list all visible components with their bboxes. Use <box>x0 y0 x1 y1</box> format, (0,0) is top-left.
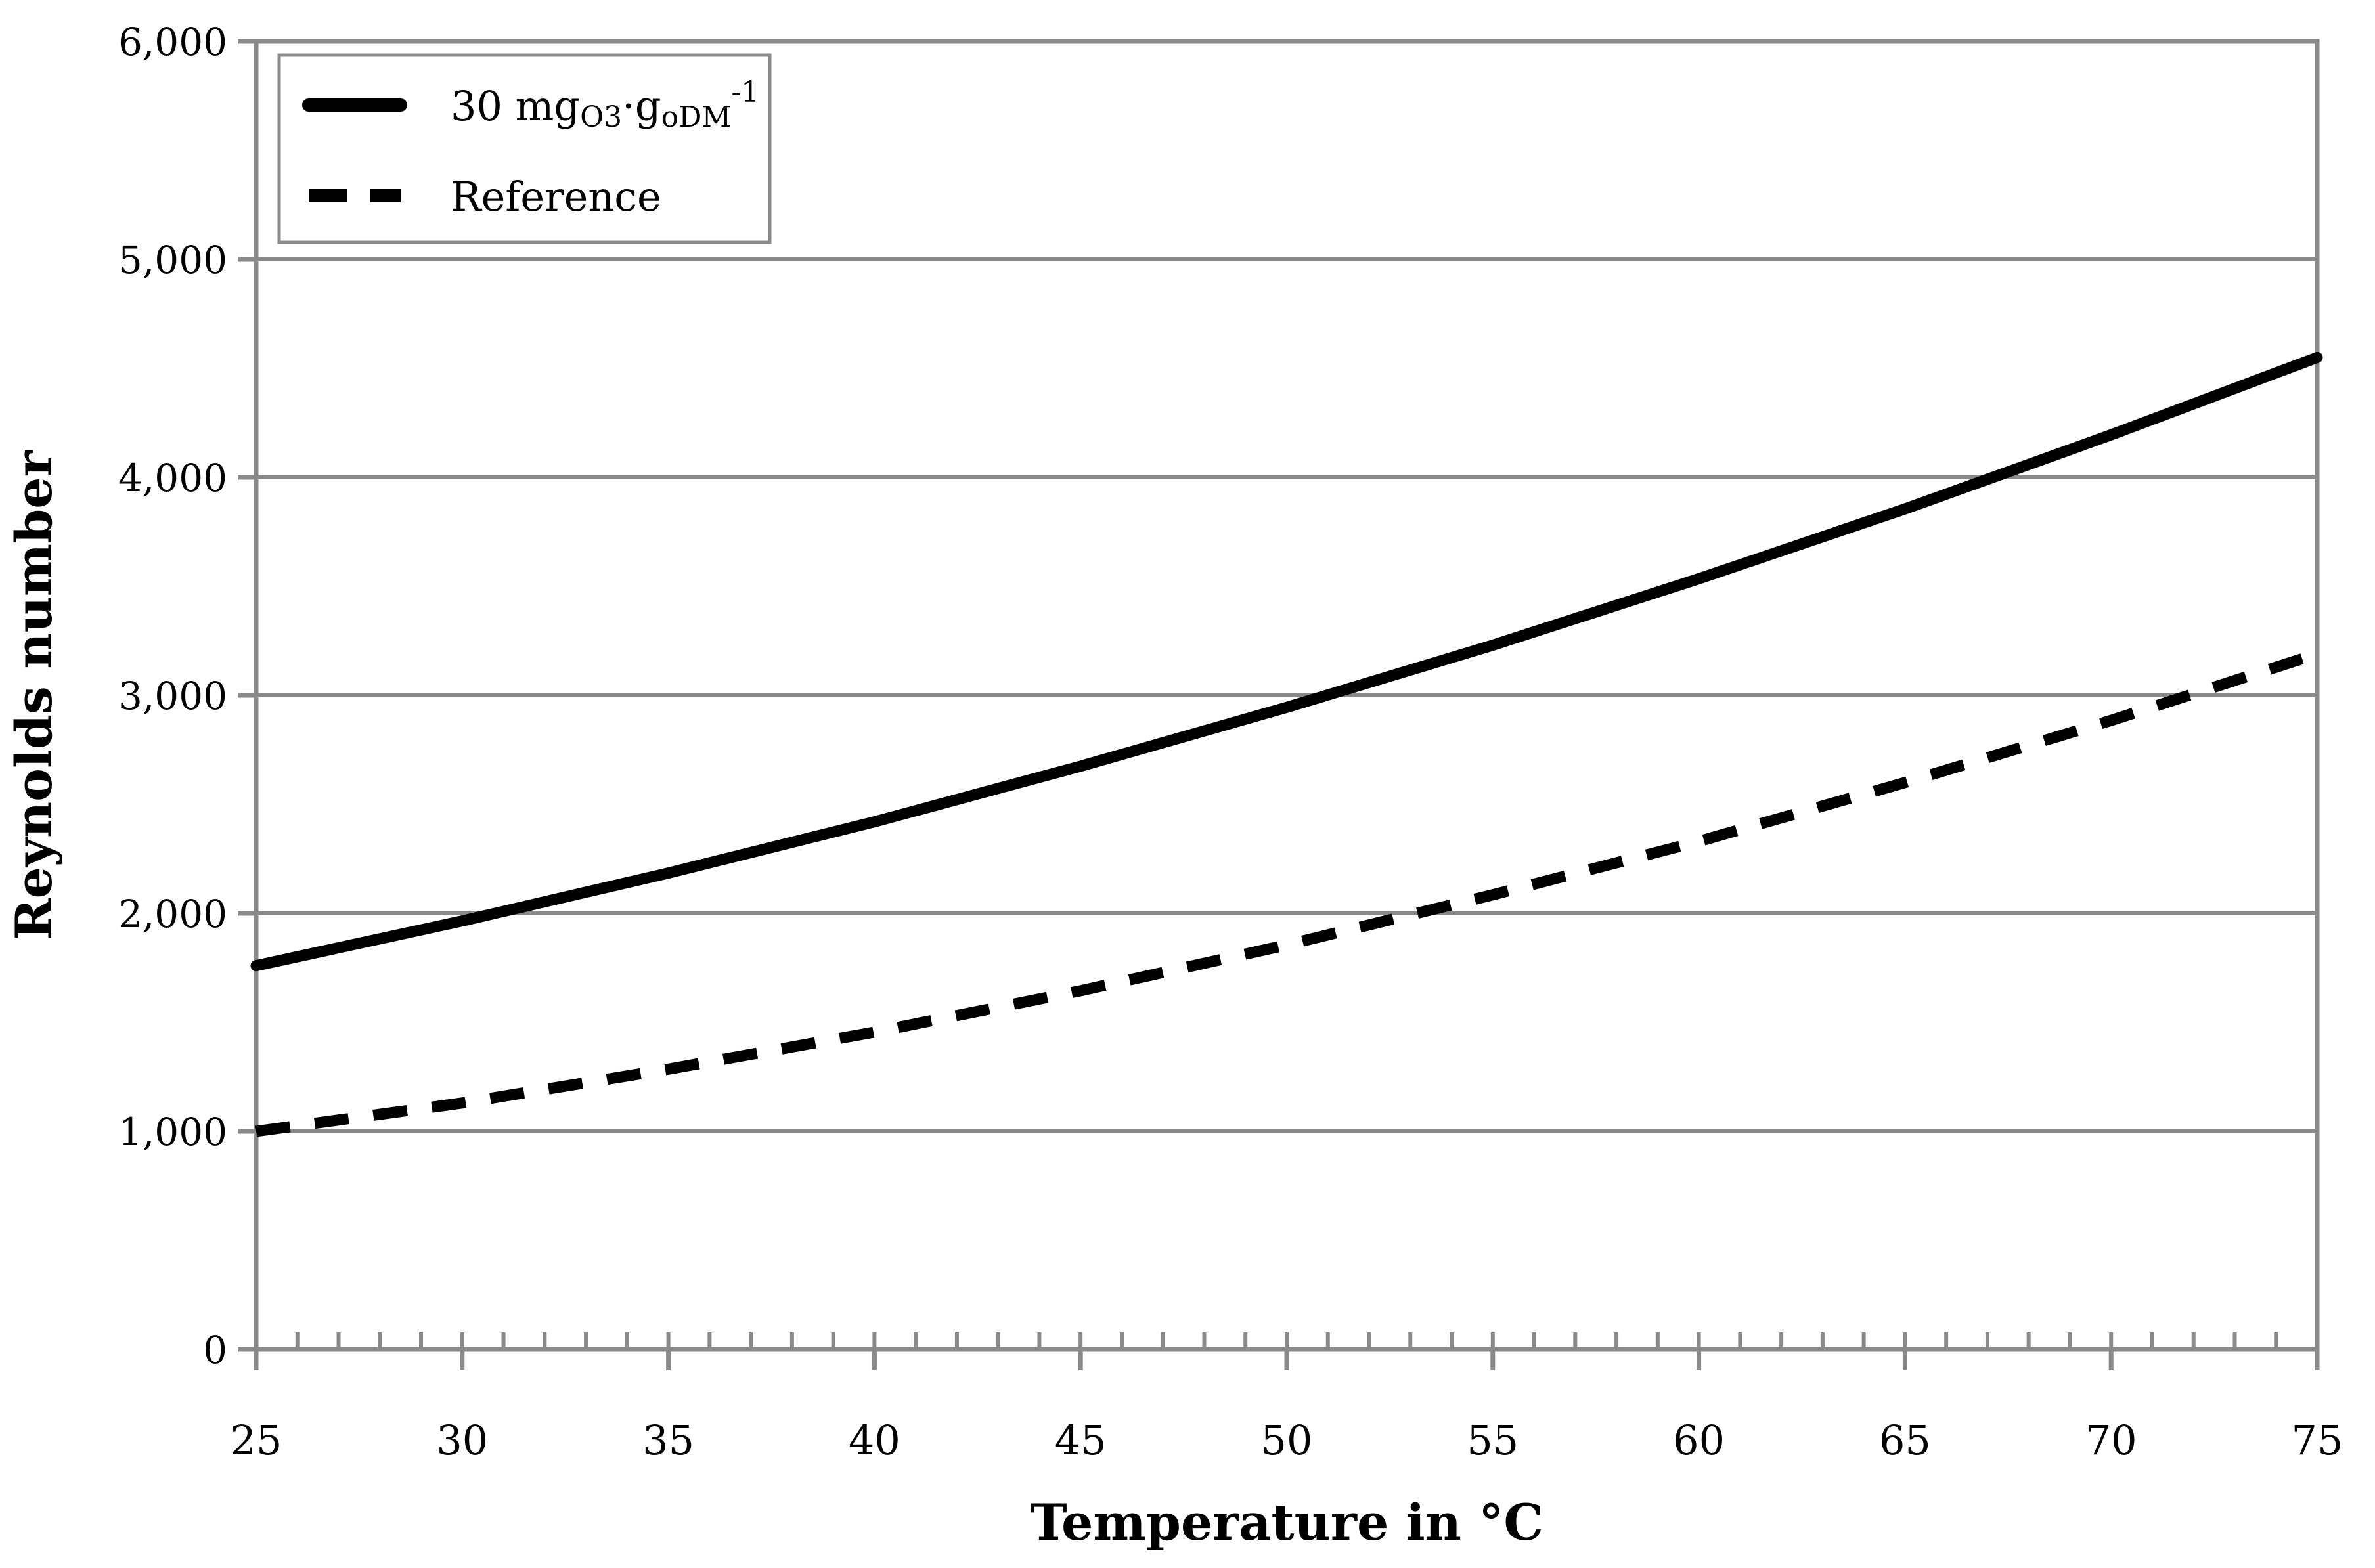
x-tick-label: 75 <box>2292 1416 2343 1464</box>
x-tick-label: 35 <box>642 1416 694 1464</box>
x-tick-label: 40 <box>849 1416 900 1464</box>
y-tick-label: 0 <box>203 1328 227 1372</box>
x-tick-label: 25 <box>231 1416 282 1464</box>
x-tick-label: 50 <box>1261 1416 1313 1464</box>
y-axis-tick-labels: 0 1,000 2,000 3,000 4,000 5,000 6,000 <box>118 20 227 1372</box>
y-tick-label: 6,000 <box>118 20 227 64</box>
y-tick-label: 2,000 <box>118 892 227 936</box>
x-tick-label: 45 <box>1055 1416 1107 1464</box>
y-tick-label: 5,000 <box>118 238 227 282</box>
legend-border <box>277 53 772 244</box>
y-axis-title: Reynolds number <box>5 450 63 940</box>
gridlines <box>256 257 2317 1133</box>
y-tick-label: 4,000 <box>118 456 227 500</box>
x-axis-title: Temperature in °C <box>1030 1493 1543 1552</box>
x-tick-label: 60 <box>1673 1416 1725 1464</box>
x-tick-label: 70 <box>2085 1416 2137 1464</box>
y-tick-label: 1,000 <box>118 1110 227 1154</box>
x-axis-minor-ticks <box>254 1332 2319 1349</box>
legend-label-30mgO3: 30 mgO3·goDM-1 <box>451 76 759 134</box>
y-axis-ticks <box>238 39 256 1352</box>
x-tick-label: 65 <box>1879 1416 1931 1464</box>
x-tick-label: 30 <box>436 1416 488 1464</box>
x-axis-tick-labels: 25 30 35 40 45 50 55 60 65 70 75 <box>231 1416 2343 1464</box>
x-tick-label: 55 <box>1467 1416 1519 1464</box>
y-tick-label: 3,000 <box>118 674 227 718</box>
legend-label-reference: Reference <box>451 173 661 221</box>
series-line-30mgO3 <box>250 351 2323 972</box>
legend: 30 mgO3·goDM-1 Reference <box>277 53 772 244</box>
x-axis-major-ticks <box>254 1349 2320 1370</box>
